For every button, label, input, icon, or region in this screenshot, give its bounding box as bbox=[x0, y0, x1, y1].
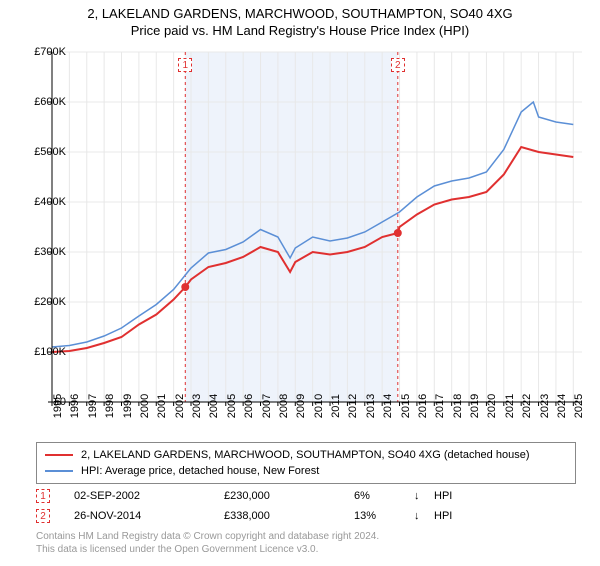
marker-pct: 13% bbox=[354, 510, 414, 522]
legend-swatch bbox=[45, 470, 73, 472]
x-tick-label: 2007 bbox=[261, 394, 273, 418]
marker-badge: 1 bbox=[36, 489, 50, 503]
title-subtitle: Price paid vs. HM Land Registry's House … bbox=[0, 23, 600, 38]
x-tick-label: 2006 bbox=[243, 394, 255, 418]
x-tick-label: 2022 bbox=[521, 394, 533, 418]
marker-pct: 6% bbox=[354, 490, 414, 502]
legend-row: 2, LAKELAND GARDENS, MARCHWOOD, SOUTHAMP… bbox=[45, 447, 567, 463]
legend-label: HPI: Average price, detached house, New … bbox=[81, 465, 319, 477]
marker-date: 02-SEP-2002 bbox=[74, 490, 224, 502]
x-tick-label: 2019 bbox=[469, 394, 481, 418]
x-tick-label: 2001 bbox=[156, 394, 168, 418]
x-tick-label: 1996 bbox=[69, 394, 81, 418]
marker-table: 1 02-SEP-2002£230,0006%↓HPI 2 26-NOV-2014£3… bbox=[36, 486, 576, 526]
plot-marker-badge: 2 bbox=[391, 58, 405, 72]
x-tick-label: 1995 bbox=[52, 394, 64, 418]
x-tick-label: 2025 bbox=[573, 394, 585, 418]
x-tick-label: 2008 bbox=[278, 394, 290, 418]
y-tick-label: £400K bbox=[34, 196, 66, 208]
marker-arrow-icon: ↓ bbox=[414, 490, 434, 502]
x-tick-label: 2003 bbox=[191, 394, 203, 418]
x-tick-label: 2014 bbox=[382, 394, 394, 418]
y-tick-label: £100K bbox=[34, 346, 66, 358]
y-tick-label: £200K bbox=[34, 296, 66, 308]
marker-price: £338,000 bbox=[224, 510, 354, 522]
plot-marker-badge: 1 bbox=[178, 58, 192, 72]
legend: 2, LAKELAND GARDENS, MARCHWOOD, SOUTHAMP… bbox=[36, 442, 576, 484]
marker-arrow-icon: ↓ bbox=[414, 510, 434, 522]
footer-line1: Contains HM Land Registry data © Crown c… bbox=[36, 530, 379, 543]
marker-row: 1 02-SEP-2002£230,0006%↓HPI bbox=[36, 486, 576, 506]
x-tick-label: 2002 bbox=[174, 394, 186, 418]
y-tick-label: £700K bbox=[34, 46, 66, 58]
x-tick-label: 2009 bbox=[295, 394, 307, 418]
y-tick-label: £300K bbox=[34, 246, 66, 258]
x-tick-label: 2005 bbox=[226, 394, 238, 418]
x-tick-label: 2000 bbox=[139, 394, 151, 418]
x-tick-label: 2016 bbox=[417, 394, 429, 418]
footer-line2: This data is licensed under the Open Gov… bbox=[36, 543, 379, 556]
x-tick-label: 2023 bbox=[539, 394, 551, 418]
x-tick-label: 2013 bbox=[365, 394, 377, 418]
marker-date: 26-NOV-2014 bbox=[74, 510, 224, 522]
marker-comp: HPI bbox=[434, 490, 576, 502]
marker-price: £230,000 bbox=[224, 490, 354, 502]
legend-swatch bbox=[45, 454, 73, 456]
x-tick-label: 2021 bbox=[504, 394, 516, 418]
x-tick-label: 1998 bbox=[104, 394, 116, 418]
x-tick-label: 2024 bbox=[556, 394, 568, 418]
price-chart bbox=[52, 52, 582, 402]
x-tick-label: 2020 bbox=[486, 394, 498, 418]
x-tick-label: 2018 bbox=[452, 394, 464, 418]
marker-badge: 2 bbox=[36, 509, 50, 523]
x-tick-label: 2010 bbox=[313, 394, 325, 418]
y-tick-label: £500K bbox=[34, 146, 66, 158]
marker-row: 2 26-NOV-2014£338,00013%↓HPI bbox=[36, 506, 576, 526]
chart-container: 2, LAKELAND GARDENS, MARCHWOOD, SOUTHAMP… bbox=[0, 6, 600, 566]
x-tick-label: 2004 bbox=[208, 394, 220, 418]
x-tick-label: 1997 bbox=[87, 394, 99, 418]
x-tick-label: 1999 bbox=[122, 394, 134, 418]
title-address: 2, LAKELAND GARDENS, MARCHWOOD, SOUTHAMP… bbox=[0, 6, 600, 21]
x-tick-label: 2015 bbox=[400, 394, 412, 418]
x-tick-label: 2012 bbox=[347, 394, 359, 418]
legend-row: HPI: Average price, detached house, New … bbox=[45, 463, 567, 479]
x-tick-label: 2017 bbox=[434, 394, 446, 418]
x-tick-label: 2011 bbox=[330, 394, 342, 418]
marker-comp: HPI bbox=[434, 510, 576, 522]
footer-attribution: Contains HM Land Registry data © Crown c… bbox=[36, 530, 379, 556]
legend-label: 2, LAKELAND GARDENS, MARCHWOOD, SOUTHAMP… bbox=[81, 449, 530, 461]
y-tick-label: £600K bbox=[34, 96, 66, 108]
